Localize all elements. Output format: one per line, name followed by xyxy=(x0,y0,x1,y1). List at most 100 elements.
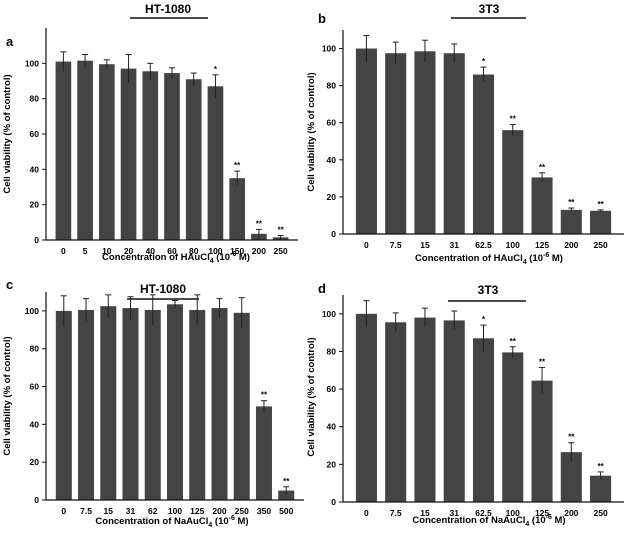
x-axis-label-part: (10 xyxy=(529,515,545,526)
x-tick-label: 100 xyxy=(506,240,520,250)
x-tick-label: 80 xyxy=(189,246,199,256)
x-tick-label: 62 xyxy=(148,506,158,516)
x-tick-label: 31 xyxy=(449,240,459,250)
x-tick-label: 250 xyxy=(235,506,249,516)
x-tick-label: 200 xyxy=(564,508,578,518)
bar xyxy=(385,322,407,502)
x-tick-label: 31 xyxy=(126,506,136,516)
bar xyxy=(560,452,582,502)
significance-mark: ** xyxy=(510,115,517,124)
significance-mark: * xyxy=(214,65,218,74)
x-tick-label: 31 xyxy=(449,508,459,518)
x-tick-label: 150 xyxy=(230,246,244,256)
x-axis-label-part: -6 xyxy=(543,252,549,259)
bar xyxy=(278,490,295,500)
x-axis-label-part: (10 xyxy=(527,253,543,264)
y-tick-label: 80 xyxy=(30,344,40,354)
y-tick-label: 60 xyxy=(30,129,40,139)
y-tick-label: 20 xyxy=(327,459,337,469)
x-tick-label: 350 xyxy=(257,506,271,516)
x-axis-label-part: -6 xyxy=(229,515,235,522)
x-axis-label: Concentration of NaAuCl4 (10-6 M) xyxy=(95,515,248,529)
panel-d: d 3T3 0 7.5 15 31 * 62.5 ** 100 ** 125 ** 200 ** 250 0… xyxy=(306,281,624,528)
significance-mark: * xyxy=(482,57,486,66)
bar xyxy=(472,74,495,234)
x-tick-label: 250 xyxy=(593,508,607,518)
panel-letter: d xyxy=(318,281,326,296)
cell-line-title: HT-1080 xyxy=(145,2,191,16)
y-tick-label: 0 xyxy=(331,229,336,239)
bar xyxy=(355,313,377,502)
bar xyxy=(502,352,524,502)
x-axis-label-part: (10 xyxy=(214,252,230,263)
x-axis-label: Concentration of HAuCl4 (10-6 M) xyxy=(102,251,250,265)
significance-mark: ** xyxy=(597,200,604,209)
y-tick-label: 40 xyxy=(327,155,337,165)
bar xyxy=(78,309,95,500)
x-axis-label-part: M) xyxy=(552,515,566,526)
x-axis-label-part: Concentration of HAuCl xyxy=(415,253,523,264)
y-tick-label: 100 xyxy=(322,44,336,54)
x-axis-label-part: -6 xyxy=(230,251,236,258)
x-axis-label-part: Concentration of NaAuCl xyxy=(412,515,525,526)
x-tick-label: 200 xyxy=(212,506,226,516)
y-tick-label: 80 xyxy=(327,81,337,91)
bar xyxy=(77,60,93,240)
bar xyxy=(385,53,407,234)
x-tick-label: 250 xyxy=(274,246,288,256)
x-tick-label: 15 xyxy=(420,240,430,250)
x-tick-label: 0 xyxy=(61,246,66,256)
y-tick-label: 0 xyxy=(331,497,336,507)
cell-line-title: 3T3 xyxy=(478,283,499,297)
x-axis-label: Concentration of NaAuCl4 (10-6 M) xyxy=(412,514,565,528)
x-tick-label: 5 xyxy=(83,246,88,256)
y-tick-label: 20 xyxy=(30,200,40,210)
x-axis-label-part: 4 xyxy=(523,259,527,266)
x-tick-label: 20 xyxy=(124,246,134,256)
x-axis-label-part: M) xyxy=(549,253,563,264)
bar xyxy=(531,380,553,502)
y-tick-label: 80 xyxy=(30,94,40,104)
bar xyxy=(531,177,553,234)
bar xyxy=(100,306,117,500)
x-axis-label: Concentration of HAuCl4 (10-6 M) xyxy=(415,252,563,266)
bar xyxy=(189,309,206,500)
bar xyxy=(590,475,612,502)
panel-letter: c xyxy=(6,277,13,292)
bar xyxy=(120,68,137,240)
x-tick-label: 125 xyxy=(535,508,549,518)
x-tick-label: 200 xyxy=(252,246,266,256)
x-tick-label: 125 xyxy=(535,240,549,250)
significance-mark: ** xyxy=(256,219,263,228)
x-axis-label-part: 4 xyxy=(525,521,529,528)
significance-mark: ** xyxy=(568,433,575,442)
y-axis-label: Cell viability (% of control) xyxy=(2,74,13,193)
panel-b: b 3T3 0 7.5 15 31 * 62.5 ** 100 ** 125 ** 200 ** 250 0… xyxy=(306,2,624,266)
significance-mark: ** xyxy=(597,462,604,471)
y-tick-label: 40 xyxy=(30,419,40,429)
y-tick-label: 100 xyxy=(25,306,39,316)
y-tick-label: 40 xyxy=(327,422,337,432)
bar xyxy=(443,53,465,234)
panel-c: c HT-1080 0 7.5 15 31 62 100 125 200 250**350**5… xyxy=(2,277,304,529)
y-tick-label: 100 xyxy=(322,309,336,319)
x-tick-label: 0 xyxy=(364,508,369,518)
cell-line-title: 3T3 xyxy=(479,2,500,16)
bar xyxy=(144,309,161,500)
x-tick-label: 250 xyxy=(593,240,607,250)
significance-mark: ** xyxy=(510,337,517,346)
bar xyxy=(233,312,250,500)
y-tick-label: 60 xyxy=(327,118,337,128)
x-tick-label: 10 xyxy=(102,246,112,256)
x-tick-label: 200 xyxy=(564,240,578,250)
bar xyxy=(443,320,465,502)
bar xyxy=(164,73,180,240)
y-axis-label: Cell viability (% of control) xyxy=(306,72,317,191)
x-axis-label-part: (10 xyxy=(212,516,228,527)
x-tick-label: 15 xyxy=(420,508,430,518)
panel-letter: b xyxy=(318,11,326,26)
x-axis-label-part: Concentration of NaAuCl xyxy=(95,516,208,527)
bar xyxy=(55,61,72,240)
x-tick-label: 60 xyxy=(167,246,177,256)
